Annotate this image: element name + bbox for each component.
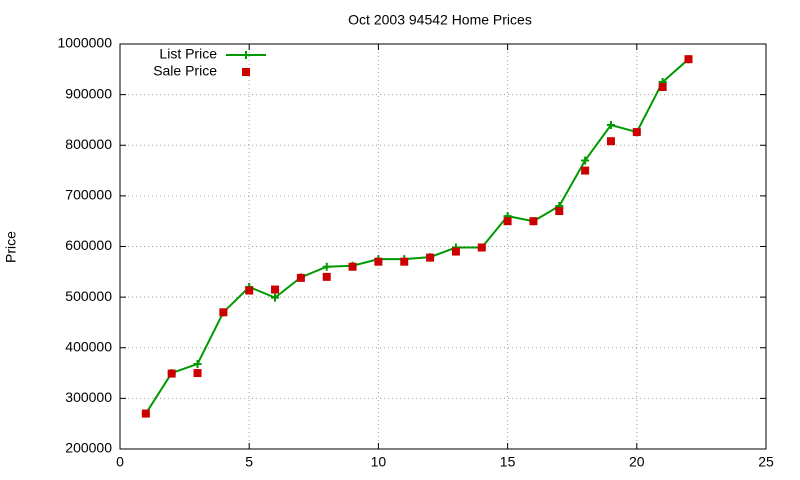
x-tick-label: 0 bbox=[116, 454, 124, 470]
point-marker bbox=[606, 121, 615, 129]
point-marker bbox=[219, 308, 228, 317]
y-tick-label: 700000 bbox=[65, 187, 112, 203]
y-tick-label: 500000 bbox=[65, 288, 112, 304]
point-marker bbox=[322, 262, 331, 271]
series-line bbox=[144, 58, 690, 415]
point-marker bbox=[477, 243, 486, 252]
x-tick-label: 25 bbox=[758, 454, 774, 470]
point-marker bbox=[684, 55, 693, 64]
point-marker bbox=[193, 369, 202, 378]
chart-title: Oct 2003 94542 Home Prices bbox=[348, 12, 532, 28]
plot-frame bbox=[119, 43, 767, 450]
point-marker bbox=[581, 156, 590, 165]
point-marker bbox=[167, 369, 176, 378]
y-tick-label: 200000 bbox=[65, 440, 112, 456]
x-tick-label: 20 bbox=[629, 454, 645, 470]
point-marker bbox=[348, 262, 357, 271]
x-tick-label: 5 bbox=[245, 454, 253, 470]
y-tick-label: 600000 bbox=[65, 237, 112, 253]
point-marker bbox=[271, 293, 280, 302]
y-tick-label: 300000 bbox=[65, 389, 112, 405]
point-marker bbox=[245, 286, 254, 295]
legend-label: Sale Price bbox=[153, 63, 217, 79]
point-marker bbox=[632, 128, 641, 137]
point-marker bbox=[374, 257, 383, 266]
legend-marker bbox=[242, 68, 250, 76]
point-marker bbox=[606, 137, 615, 146]
point-marker bbox=[581, 166, 590, 175]
legend-label: List Price bbox=[159, 46, 217, 62]
point-marker bbox=[296, 273, 305, 282]
point-marker bbox=[451, 247, 460, 256]
point-marker bbox=[193, 359, 202, 368]
point-marker bbox=[503, 217, 512, 226]
point-marker bbox=[658, 83, 667, 92]
y-axis-label: Price bbox=[3, 231, 19, 263]
point-marker bbox=[400, 257, 409, 266]
point-marker bbox=[529, 217, 538, 226]
point-marker bbox=[141, 409, 150, 418]
x-tick-label: 15 bbox=[500, 454, 516, 470]
point-marker bbox=[271, 285, 280, 294]
y-tick-label: 400000 bbox=[65, 338, 112, 354]
point-marker bbox=[555, 207, 564, 216]
y-tick-label: 800000 bbox=[65, 136, 112, 152]
legend-marker bbox=[242, 51, 250, 59]
point-marker bbox=[322, 272, 331, 281]
x-tick-label: 10 bbox=[371, 454, 387, 470]
y-tick-label: 900000 bbox=[65, 85, 112, 101]
y-tick-label: 1000000 bbox=[57, 35, 112, 51]
point-marker bbox=[426, 253, 435, 262]
